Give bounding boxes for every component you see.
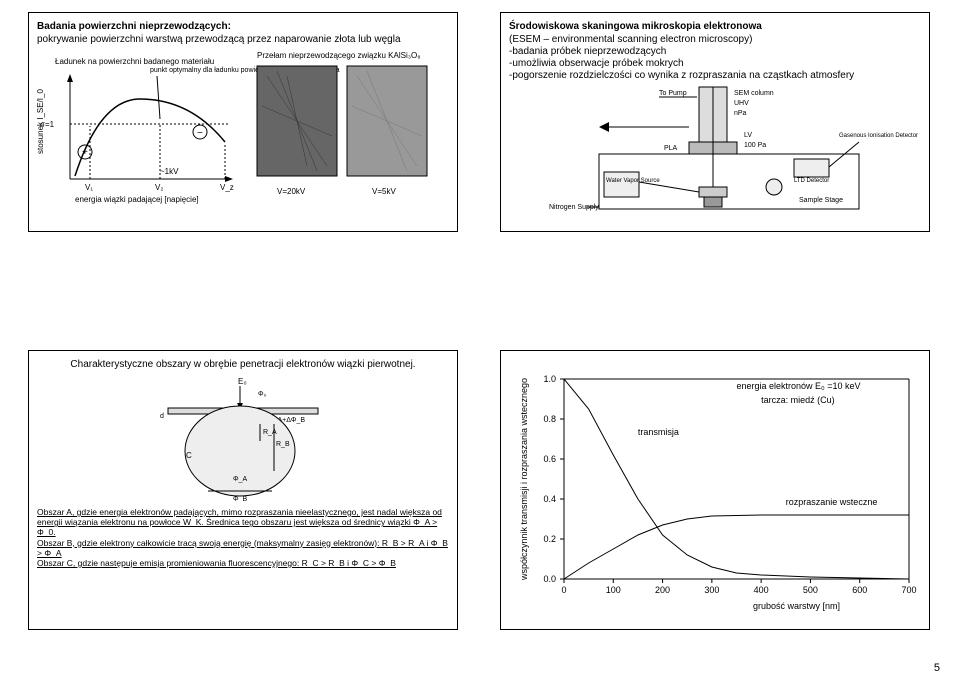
page-number: 5 bbox=[934, 662, 940, 674]
svg-text:0.4: 0.4 bbox=[543, 494, 556, 504]
svg-text:400: 400 bbox=[754, 585, 769, 595]
slide2-sub1: (ESEM – environmental scanning electron … bbox=[509, 34, 921, 46]
svg-text:Gasenous Ionisation Detector: Gasenous Ionisation Detector bbox=[839, 133, 918, 139]
v1: V₁ bbox=[85, 183, 93, 192]
svg-text:LV: LV bbox=[744, 132, 752, 139]
v5: V=5kV bbox=[372, 187, 396, 196]
svg-text:+: + bbox=[82, 147, 88, 158]
penetration-diagram: E₀ Φ₀ d A Φ_A+ΔΦ_B B C R_A R_B bbox=[138, 371, 348, 501]
svg-text:rozpraszanie wsteczne: rozpraszanie wsteczne bbox=[786, 497, 878, 507]
svg-text:500: 500 bbox=[803, 585, 818, 595]
svg-text:grubość warstwy [nm]: grubość warstwy [nm] bbox=[753, 601, 840, 611]
svg-text:0.2: 0.2 bbox=[543, 534, 556, 544]
svg-text:100: 100 bbox=[606, 585, 621, 595]
slide-3: Charakterystyczne obszary w obrębie pene… bbox=[28, 350, 458, 630]
slide-2: Środowiskowa skaningowa mikroskopia elek… bbox=[500, 12, 930, 232]
slide1-charge-label: Ładunek na powierzchni badanego materiał… bbox=[55, 57, 214, 66]
svg-text:Sample Stage: Sample Stage bbox=[799, 197, 843, 204]
svg-text:transmisja: transmisja bbox=[638, 427, 679, 437]
svg-text:1.0: 1.0 bbox=[543, 374, 556, 384]
slide2-sub4: -pogorszenie rozdzielczości co wynika z … bbox=[509, 70, 921, 82]
svg-text:300: 300 bbox=[704, 585, 719, 595]
svg-text:0.0: 0.0 bbox=[543, 574, 556, 584]
svg-text:Φ₀: Φ₀ bbox=[258, 391, 267, 398]
vz: V_z bbox=[220, 183, 234, 192]
slide3-textC: Obszar C, gdzie następuje emisja promien… bbox=[37, 558, 449, 568]
svg-text:energia elektronów E₀ =10 keV: energia elektronów E₀ =10 keV bbox=[737, 381, 861, 391]
svg-text:tarcza: miedź (Cu): tarcza: miedź (Cu) bbox=[761, 395, 835, 405]
slide2-sub3: -umożliwia obserwacje próbek mokrych bbox=[509, 58, 921, 70]
svg-text:UHV: UHV bbox=[734, 100, 749, 107]
esem-diagram: SEM column UHV nPa To Pump LV 100 Pa PLA… bbox=[509, 82, 923, 217]
svg-text:0: 0 bbox=[561, 585, 566, 595]
slide3-textA: Obszar A, gdzie energia elektronów padaj… bbox=[37, 507, 449, 538]
slide3-textB: Obszar B, gdzie elektrony całkowicie tra… bbox=[37, 538, 449, 558]
svg-text:0.6: 0.6 bbox=[543, 454, 556, 464]
svg-text:100 Pa: 100 Pa bbox=[744, 142, 766, 149]
svg-text:R_A: R_A bbox=[263, 429, 277, 436]
svg-text:0.8: 0.8 bbox=[543, 414, 556, 424]
svg-text:C: C bbox=[186, 451, 192, 460]
svg-text:Water Vapor Source: Water Vapor Source bbox=[606, 178, 660, 184]
slide1-figure: Ładunek na powierzchni badanego materiał… bbox=[37, 46, 451, 221]
svg-text:SEM column: SEM column bbox=[734, 90, 774, 97]
slide-1: Badania powierzchni nieprzewodzących: po… bbox=[28, 12, 458, 232]
svg-text:LTD Detector: LTD Detector bbox=[794, 178, 829, 184]
transmission-chart: 0.0 0.2 0.4 0.6 0.8 1.0 0 100 200 300 400 500 600 700… bbox=[509, 359, 923, 619]
slide1-title: Badania powierzchni nieprzewodzących: bbox=[37, 21, 449, 32]
slide2-sub2: -badania próbek nieprzewodzących bbox=[509, 46, 921, 58]
svg-text:−: − bbox=[197, 128, 203, 139]
svg-text:E₀: E₀ bbox=[238, 377, 247, 386]
przelam-label: Przełam nieprzewodzącego związku KAlSi₃O… bbox=[257, 51, 421, 60]
svg-text:700: 700 bbox=[901, 585, 916, 595]
svg-text:d: d bbox=[160, 413, 164, 420]
ylabel: stosunek I_SE/I_0 bbox=[37, 89, 45, 154]
kv1: ~1kV bbox=[160, 167, 179, 176]
slide-4: 0.0 0.2 0.4 0.6 0.8 1.0 0 100 200 300 400 500 600 700… bbox=[500, 350, 930, 630]
svg-text:600: 600 bbox=[852, 585, 867, 595]
svg-text:Φ_A: Φ_A bbox=[233, 476, 247, 483]
xlabel: energia wiązki padającej [napięcie] bbox=[75, 195, 199, 204]
svg-text:współczynnik transmisji i rozp: współczynnik transmisji i rozpraszania w… bbox=[519, 378, 529, 581]
slide3-title: Charakterystyczne obszary w obrębie pene… bbox=[37, 359, 449, 371]
svg-text:nPa: nPa bbox=[734, 110, 747, 117]
svg-text:200: 200 bbox=[655, 585, 670, 595]
svg-text:PLA: PLA bbox=[664, 145, 678, 152]
v20: V=20kV bbox=[277, 187, 306, 196]
svg-text:Φ_B: Φ_B bbox=[233, 496, 247, 501]
svg-text:R_B: R_B bbox=[276, 441, 290, 448]
v2: V₂ bbox=[155, 183, 163, 192]
svg-text:To Pump: To Pump bbox=[659, 90, 687, 97]
page: Badania powierzchni nieprzewodzących: po… bbox=[0, 0, 960, 682]
slide1-subtitle: pokrywanie powierzchni warstwą przewodzą… bbox=[37, 34, 449, 46]
slide2-title: Środowiskowa skaningowa mikroskopia elek… bbox=[509, 21, 921, 32]
